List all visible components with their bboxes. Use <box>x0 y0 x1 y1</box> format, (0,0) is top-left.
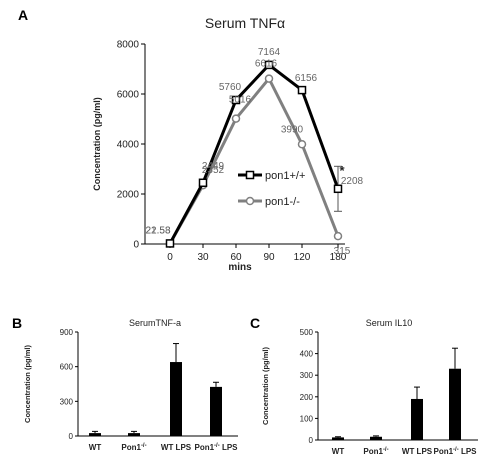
panel-label-b: B <box>12 315 22 331</box>
data-point-pon1+/+ <box>231 95 241 105</box>
data-label: 5016 <box>229 95 252 106</box>
bar <box>128 433 140 436</box>
data-label: 2352 <box>202 165 225 176</box>
x-category-label: WT LPS <box>402 447 433 456</box>
y-tick-label: 0 <box>69 432 74 441</box>
y-axis-title: Concentration (pg/ml) <box>23 345 32 423</box>
x-tick-label: 120 <box>294 252 311 263</box>
data-point-pon1+/+ <box>264 60 274 70</box>
x-axis-title: mins <box>228 262 252 273</box>
legend-swatch-marker <box>245 170 255 180</box>
data-label: 2208 <box>341 176 364 187</box>
legend-label: pon1+/+ <box>265 170 305 182</box>
bar <box>89 433 101 436</box>
data-label: 6156 <box>295 73 318 84</box>
x-tick-label: 60 <box>230 252 242 263</box>
bar <box>210 386 222 436</box>
x-tick-label: 0 <box>167 252 173 263</box>
y-tick-label: 500 <box>300 328 314 337</box>
y-tick-label: 6000 <box>117 90 140 101</box>
bar <box>411 398 423 440</box>
data-point-pon1-/- <box>231 114 241 123</box>
bar <box>370 436 382 440</box>
data-label: 21.53 <box>145 225 170 236</box>
y-tick-label: 0 <box>309 436 314 445</box>
data-label: 315 <box>334 246 351 257</box>
y-tick-label: 600 <box>60 363 74 372</box>
x-category-label: WT <box>89 443 102 452</box>
bar <box>332 437 344 440</box>
x-category-label: WT <box>332 447 345 456</box>
bar-chart-serum-tnfa: SerumTNF-a 0 300 600 900 Concentration (pg/ml… <box>23 318 238 452</box>
data-label: 2449 <box>202 161 225 172</box>
data-point-pon1-/- <box>297 140 307 149</box>
significance-star: * <box>339 163 345 178</box>
chart-title: SerumTNF-a <box>129 318 181 328</box>
line-chart-serum-tnfa: Serum TNFα 0 2000 4000 6000 8000 0 30 60 90 120 180… <box>92 15 364 273</box>
x-category-label: Pon1-/- LPS <box>194 443 238 452</box>
x-tick-label: 90 <box>263 252 275 263</box>
data-point-pon1+/+ <box>297 85 307 95</box>
y-axis-title: Concentration (pg/ml) <box>92 97 102 191</box>
y-axis-title: Concentration (pg/ml) <box>261 347 270 425</box>
data-point-pon1+/+ <box>165 239 175 248</box>
data-point-pon1-/- <box>333 231 343 241</box>
data-label: 7164 <box>258 47 281 58</box>
bar-chart-serum-il10: Serum IL10 0 100 200 300 400 500 Concentration … <box>261 318 478 456</box>
x-tick-label: 30 <box>197 252 209 263</box>
data-point-pon1+/+ <box>333 184 343 194</box>
y-tick-label: 300 <box>300 371 314 380</box>
panel-label-a: A <box>18 7 28 23</box>
x-category-label: WT LPS <box>161 443 192 452</box>
legend-swatch-marker <box>245 196 255 206</box>
x-category-label: Pon1-/- <box>121 443 146 452</box>
y-tick-label: 400 <box>300 350 314 359</box>
data-label: 22.58 <box>145 225 170 236</box>
bar <box>449 368 461 440</box>
y-tick-label: 100 <box>300 414 314 423</box>
series-line-pon1-/- <box>168 75 340 245</box>
x-tick-label: 180 <box>330 252 347 263</box>
data-label: 5760 <box>219 82 242 93</box>
data-point-pon1-/- <box>264 74 274 83</box>
panel-label-c: C <box>250 315 260 331</box>
data-label: 6616 <box>255 59 278 70</box>
y-tick-label: 200 <box>300 393 314 402</box>
legend-label: pon1-/- <box>265 196 300 208</box>
y-tick-label: 900 <box>60 328 74 337</box>
x-category-label: Pon1-/- <box>363 447 388 456</box>
chart-title: Serum TNFα <box>205 15 285 31</box>
y-tick-label: 8000 <box>117 40 140 51</box>
y-tick-label: 2000 <box>117 190 140 201</box>
x-category-label: Pon1-/- LPS <box>433 447 477 456</box>
data-label: 3990 <box>281 124 304 135</box>
data-point-pon1+/+ <box>198 178 208 188</box>
chart-title: Serum IL10 <box>366 318 413 328</box>
y-tick-label: 300 <box>60 397 74 406</box>
bar <box>170 362 182 436</box>
series-line-pon1+/+ <box>168 62 340 245</box>
y-tick-label: 4000 <box>117 140 140 151</box>
y-tick-label: 0 <box>133 240 139 251</box>
